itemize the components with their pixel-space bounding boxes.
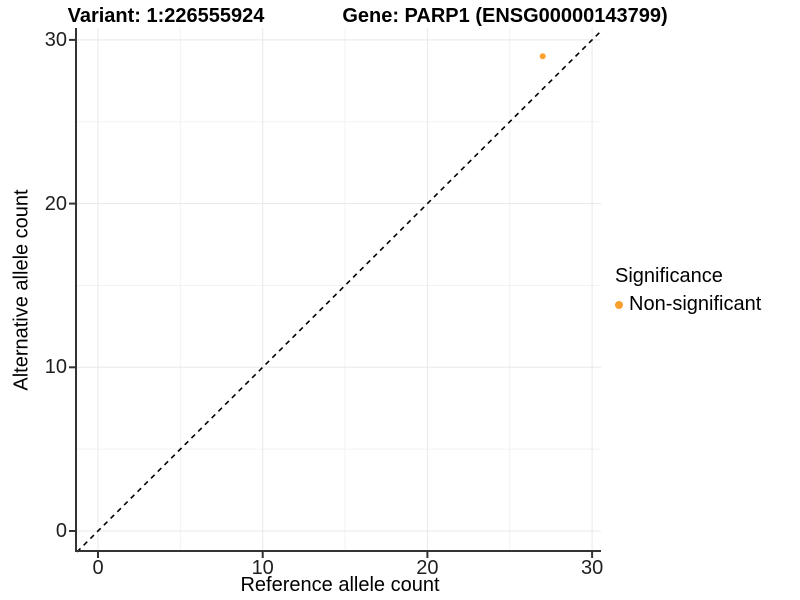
- circle-icon: [615, 300, 623, 309]
- x-axis-title: Reference allele count: [240, 574, 440, 596]
- x-tick-label: 0: [92, 557, 104, 579]
- identity-line: [76, 30, 602, 553]
- x-tick-label: 30: [580, 557, 604, 579]
- gene-title: Gene: PARP1 (ENSG00000143799): [342, 5, 668, 27]
- y-axis-title: Alternative allele count: [10, 189, 33, 391]
- plot-area: [69, 28, 602, 558]
- legend-item-label: Non-significant: [629, 293, 762, 315]
- x-tick-label: 10: [251, 557, 274, 579]
- legend: Significance Non-significant: [615, 265, 761, 316]
- legend-title: Significance: [615, 265, 723, 287]
- y-tick-label: 10: [44, 356, 67, 379]
- y-tick-label: 0: [55, 520, 67, 542]
- variant-title: Variant: 1:226555924: [67, 5, 265, 27]
- x-tick-label: 20: [416, 557, 439, 579]
- legend-item: Non-significant: [615, 293, 761, 316]
- data-point: [539, 53, 546, 60]
- y-tick-label: 30: [44, 28, 67, 51]
- y-tick-label: 20: [44, 192, 67, 215]
